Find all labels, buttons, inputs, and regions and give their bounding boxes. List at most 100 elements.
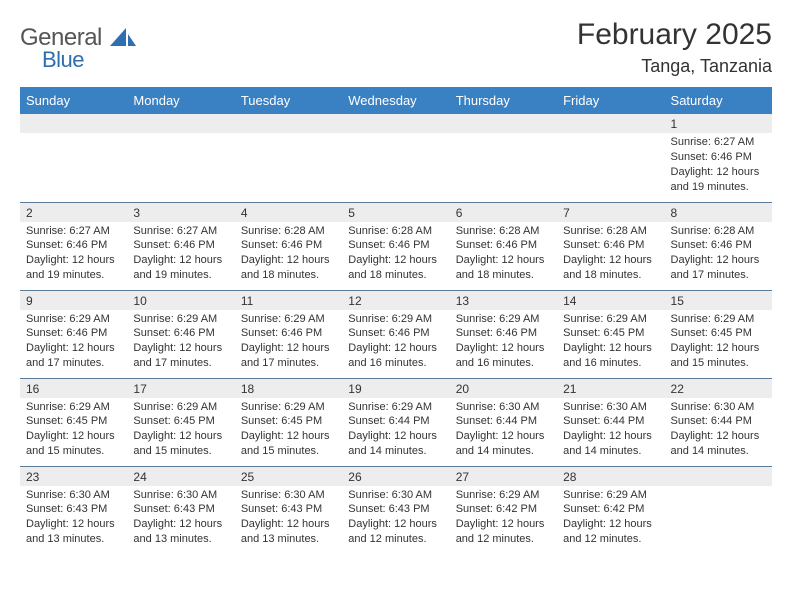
day-data: Sunrise: 6:29 AMSunset: 6:45 PMDaylight:… [235, 398, 342, 465]
sunset-text: Sunset: 6:44 PM [671, 414, 766, 429]
day-number: 1 [665, 114, 772, 133]
day-cell: 18Sunrise: 6:29 AMSunset: 6:45 PMDayligh… [235, 378, 342, 466]
day-data [450, 133, 557, 141]
day-cell: 16Sunrise: 6:29 AMSunset: 6:45 PMDayligh… [20, 378, 127, 466]
day-cell: 6Sunrise: 6:28 AMSunset: 6:46 PMDaylight… [450, 202, 557, 290]
day-number: 27 [450, 467, 557, 486]
day-data: Sunrise: 6:29 AMSunset: 6:45 PMDaylight:… [20, 398, 127, 465]
weekday-header: Wednesday [342, 87, 449, 114]
sunset-text: Sunset: 6:43 PM [241, 502, 336, 517]
day-data: Sunrise: 6:29 AMSunset: 6:44 PMDaylight:… [342, 398, 449, 465]
weekday-row: Sunday Monday Tuesday Wednesday Thursday… [20, 87, 772, 114]
sunrise-text: Sunrise: 6:29 AM [241, 400, 336, 415]
sunrise-text: Sunrise: 6:27 AM [133, 224, 228, 239]
day-number: 7 [557, 203, 664, 222]
calendar-page: General Blue February 2025 Tanga, Tanzan… [0, 0, 792, 612]
day-data: Sunrise: 6:29 AMSunset: 6:46 PMDaylight:… [450, 310, 557, 377]
sunset-text: Sunset: 6:42 PM [456, 502, 551, 517]
sunrise-text: Sunrise: 6:29 AM [133, 312, 228, 327]
day-cell: 12Sunrise: 6:29 AMSunset: 6:46 PMDayligh… [342, 290, 449, 378]
day-cell: 4Sunrise: 6:28 AMSunset: 6:46 PMDaylight… [235, 202, 342, 290]
weekday-header: Thursday [450, 87, 557, 114]
day-cell: 20Sunrise: 6:30 AMSunset: 6:44 PMDayligh… [450, 378, 557, 466]
sunset-text: Sunset: 6:43 PM [348, 502, 443, 517]
day-cell: 7Sunrise: 6:28 AMSunset: 6:46 PMDaylight… [557, 202, 664, 290]
day-number: 21 [557, 379, 664, 398]
day-data: Sunrise: 6:30 AMSunset: 6:44 PMDaylight:… [665, 398, 772, 465]
sunrise-text: Sunrise: 6:29 AM [563, 488, 658, 503]
sunset-text: Sunset: 6:46 PM [456, 326, 551, 341]
sunset-text: Sunset: 6:46 PM [563, 238, 658, 253]
daylight-text: Daylight: 12 hours and 15 minutes. [26, 429, 121, 459]
week-row: 1Sunrise: 6:27 AMSunset: 6:46 PMDaylight… [20, 114, 772, 202]
sunrise-text: Sunrise: 6:30 AM [26, 488, 121, 503]
day-number: 17 [127, 379, 234, 398]
daylight-text: Daylight: 12 hours and 12 minutes. [563, 517, 658, 547]
day-number: 26 [342, 467, 449, 486]
day-data: Sunrise: 6:28 AMSunset: 6:46 PMDaylight:… [557, 222, 664, 289]
day-data: Sunrise: 6:28 AMSunset: 6:46 PMDaylight:… [665, 222, 772, 289]
weekday-header: Saturday [665, 87, 772, 114]
day-data: Sunrise: 6:29 AMSunset: 6:46 PMDaylight:… [342, 310, 449, 377]
day-cell: 2Sunrise: 6:27 AMSunset: 6:46 PMDaylight… [20, 202, 127, 290]
daylight-text: Daylight: 12 hours and 13 minutes. [133, 517, 228, 547]
daylight-text: Daylight: 12 hours and 15 minutes. [671, 341, 766, 371]
day-cell: 19Sunrise: 6:29 AMSunset: 6:44 PMDayligh… [342, 378, 449, 466]
title-block: February 2025 Tanga, Tanzania [577, 18, 772, 77]
day-data: Sunrise: 6:29 AMSunset: 6:46 PMDaylight:… [235, 310, 342, 377]
day-number: 5 [342, 203, 449, 222]
sunrise-text: Sunrise: 6:29 AM [456, 488, 551, 503]
day-data: Sunrise: 6:28 AMSunset: 6:46 PMDaylight:… [450, 222, 557, 289]
day-data: Sunrise: 6:28 AMSunset: 6:46 PMDaylight:… [342, 222, 449, 289]
sunset-text: Sunset: 6:45 PM [26, 414, 121, 429]
day-cell: 22Sunrise: 6:30 AMSunset: 6:44 PMDayligh… [665, 378, 772, 466]
week-row: 9Sunrise: 6:29 AMSunset: 6:46 PMDaylight… [20, 290, 772, 378]
sunrise-text: Sunrise: 6:28 AM [241, 224, 336, 239]
sunrise-text: Sunrise: 6:29 AM [348, 400, 443, 415]
day-number: 10 [127, 291, 234, 310]
day-number: 12 [342, 291, 449, 310]
sunset-text: Sunset: 6:43 PM [133, 502, 228, 517]
daylight-text: Daylight: 12 hours and 18 minutes. [348, 253, 443, 283]
daylight-text: Daylight: 12 hours and 17 minutes. [671, 253, 766, 283]
month-title: February 2025 [577, 18, 772, 52]
sunset-text: Sunset: 6:46 PM [133, 238, 228, 253]
weekday-header: Sunday [20, 87, 127, 114]
day-data [235, 133, 342, 141]
week-row: 16Sunrise: 6:29 AMSunset: 6:45 PMDayligh… [20, 378, 772, 466]
day-cell: 17Sunrise: 6:29 AMSunset: 6:45 PMDayligh… [127, 378, 234, 466]
day-cell: 25Sunrise: 6:30 AMSunset: 6:43 PMDayligh… [235, 466, 342, 554]
sunrise-text: Sunrise: 6:30 AM [563, 400, 658, 415]
day-data [557, 133, 664, 141]
sunset-text: Sunset: 6:46 PM [671, 238, 766, 253]
day-cell [342, 114, 449, 202]
sunrise-text: Sunrise: 6:28 AM [348, 224, 443, 239]
sunrise-text: Sunrise: 6:30 AM [133, 488, 228, 503]
day-cell: 5Sunrise: 6:28 AMSunset: 6:46 PMDaylight… [342, 202, 449, 290]
sunrise-text: Sunrise: 6:28 AM [563, 224, 658, 239]
day-data: Sunrise: 6:30 AMSunset: 6:44 PMDaylight:… [557, 398, 664, 465]
day-number [450, 114, 557, 133]
day-cell: 15Sunrise: 6:29 AMSunset: 6:45 PMDayligh… [665, 290, 772, 378]
daylight-text: Daylight: 12 hours and 14 minutes. [348, 429, 443, 459]
sunrise-text: Sunrise: 6:30 AM [241, 488, 336, 503]
sunset-text: Sunset: 6:44 PM [563, 414, 658, 429]
day-data: Sunrise: 6:29 AMSunset: 6:46 PMDaylight:… [20, 310, 127, 377]
day-cell [450, 114, 557, 202]
day-number [235, 114, 342, 133]
day-number: 18 [235, 379, 342, 398]
day-number: 24 [127, 467, 234, 486]
sunset-text: Sunset: 6:46 PM [456, 238, 551, 253]
day-cell [20, 114, 127, 202]
daylight-text: Daylight: 12 hours and 13 minutes. [241, 517, 336, 547]
daylight-text: Daylight: 12 hours and 14 minutes. [563, 429, 658, 459]
sunset-text: Sunset: 6:46 PM [26, 238, 121, 253]
header: General Blue February 2025 Tanga, Tanzan… [20, 18, 772, 77]
sunset-text: Sunset: 6:46 PM [26, 326, 121, 341]
sunrise-text: Sunrise: 6:27 AM [26, 224, 121, 239]
sunrise-text: Sunrise: 6:29 AM [133, 400, 228, 415]
sunrise-text: Sunrise: 6:29 AM [671, 312, 766, 327]
daylight-text: Daylight: 12 hours and 17 minutes. [26, 341, 121, 371]
daylight-text: Daylight: 12 hours and 19 minutes. [671, 165, 766, 195]
sunrise-text: Sunrise: 6:29 AM [26, 312, 121, 327]
